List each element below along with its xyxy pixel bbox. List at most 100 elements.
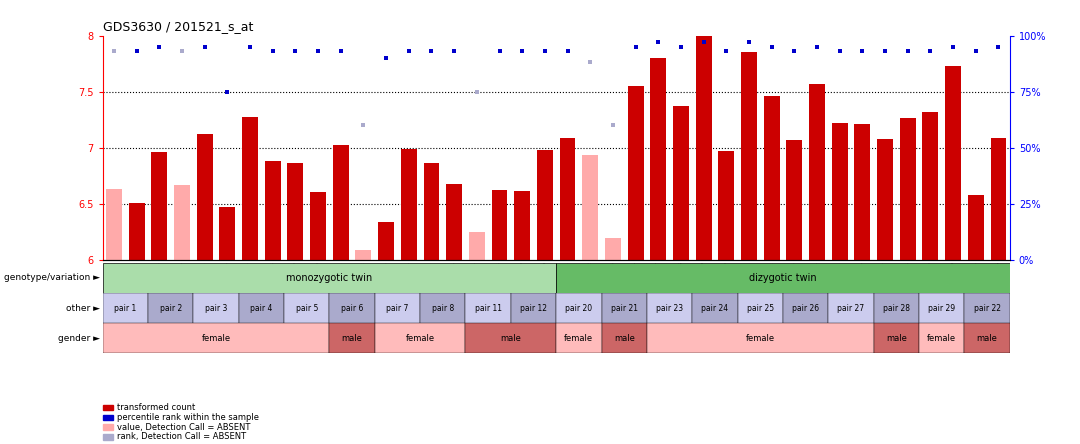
Text: pair 5: pair 5 <box>296 304 318 313</box>
Text: pair 22: pair 22 <box>974 304 1001 313</box>
Bar <box>650 58 666 260</box>
Bar <box>602 293 647 323</box>
Text: pair 1: pair 1 <box>114 304 136 313</box>
Text: female: female <box>406 334 434 343</box>
Text: other ►: other ► <box>67 304 100 313</box>
Bar <box>556 293 602 323</box>
Text: male: male <box>976 334 998 343</box>
Bar <box>832 123 848 260</box>
Bar <box>242 117 258 260</box>
Bar <box>197 134 213 260</box>
Bar <box>103 323 329 353</box>
Bar <box>945 66 961 260</box>
Text: female: female <box>928 334 956 343</box>
Bar <box>874 323 919 353</box>
Bar <box>964 323 1010 353</box>
Text: pair 24: pair 24 <box>701 304 729 313</box>
Text: pair 26: pair 26 <box>792 304 820 313</box>
Text: male: male <box>613 334 635 343</box>
Bar <box>783 293 828 323</box>
Bar <box>378 222 394 260</box>
Bar <box>310 193 326 260</box>
Text: female: female <box>565 334 593 343</box>
Bar <box>602 323 647 353</box>
Bar <box>106 189 122 260</box>
Text: percentile rank within the sample: percentile rank within the sample <box>117 413 258 422</box>
Bar <box>287 163 303 260</box>
Bar <box>877 139 893 260</box>
Text: pair 27: pair 27 <box>837 304 865 313</box>
Bar <box>465 293 511 323</box>
Bar <box>333 145 349 260</box>
Bar <box>491 190 508 260</box>
Bar <box>375 323 465 353</box>
Text: pair 12: pair 12 <box>521 304 546 313</box>
Bar <box>741 52 757 260</box>
Bar <box>922 112 939 260</box>
Bar <box>809 84 825 260</box>
Text: pair 4: pair 4 <box>251 304 272 313</box>
Bar <box>828 293 874 323</box>
Text: gender ►: gender ► <box>58 334 100 343</box>
Bar <box>375 293 420 323</box>
Bar <box>401 149 417 260</box>
Bar <box>854 124 870 260</box>
Text: pair 20: pair 20 <box>565 304 593 313</box>
Bar <box>174 185 190 260</box>
Bar <box>265 161 281 260</box>
Bar <box>148 293 193 323</box>
Bar <box>764 96 780 260</box>
Bar <box>469 232 485 260</box>
Bar <box>968 195 984 260</box>
Bar <box>964 293 1010 323</box>
Bar <box>919 293 964 323</box>
Text: female: female <box>746 334 774 343</box>
Bar <box>786 140 802 260</box>
Text: dizygotic twin: dizygotic twin <box>750 273 816 283</box>
Text: male: male <box>886 334 907 343</box>
Bar <box>919 323 964 353</box>
Bar <box>990 138 1007 260</box>
Bar <box>537 150 553 260</box>
Text: transformed count: transformed count <box>117 403 194 412</box>
Text: rank, Detection Call = ABSENT: rank, Detection Call = ABSENT <box>117 432 246 441</box>
Text: male: male <box>341 334 363 343</box>
Bar <box>556 263 1010 293</box>
Bar <box>329 323 375 353</box>
Bar <box>692 293 738 323</box>
Bar <box>514 191 530 260</box>
Bar <box>329 293 375 323</box>
Text: pair 11: pair 11 <box>475 304 501 313</box>
Bar <box>465 323 556 353</box>
Text: pair 2: pair 2 <box>160 304 181 313</box>
Bar <box>423 163 440 260</box>
Text: pair 6: pair 6 <box>341 304 363 313</box>
Bar <box>900 119 916 260</box>
Bar <box>673 106 689 260</box>
Bar <box>738 293 783 323</box>
Text: pair 7: pair 7 <box>387 304 408 313</box>
Bar <box>647 293 692 323</box>
Text: pair 3: pair 3 <box>205 304 227 313</box>
Bar <box>355 250 372 260</box>
Bar <box>129 202 145 260</box>
Bar <box>605 238 621 260</box>
Bar <box>874 293 919 323</box>
Bar <box>151 152 167 260</box>
Text: genotype/variation ►: genotype/variation ► <box>4 274 100 282</box>
Text: pair 28: pair 28 <box>883 304 910 313</box>
Bar <box>103 293 148 323</box>
Text: pair 25: pair 25 <box>746 304 774 313</box>
Text: pair 29: pair 29 <box>928 304 956 313</box>
Text: value, Detection Call = ABSENT: value, Detection Call = ABSENT <box>117 423 249 432</box>
Bar <box>647 323 874 353</box>
Text: monozygotic twin: monozygotic twin <box>286 273 373 283</box>
Bar <box>193 293 239 323</box>
Text: GDS3630 / 201521_s_at: GDS3630 / 201521_s_at <box>103 20 253 33</box>
Bar <box>239 293 284 323</box>
Bar <box>582 155 598 260</box>
Bar <box>420 293 465 323</box>
Bar <box>446 183 462 260</box>
Bar <box>559 138 576 260</box>
Bar <box>511 293 556 323</box>
